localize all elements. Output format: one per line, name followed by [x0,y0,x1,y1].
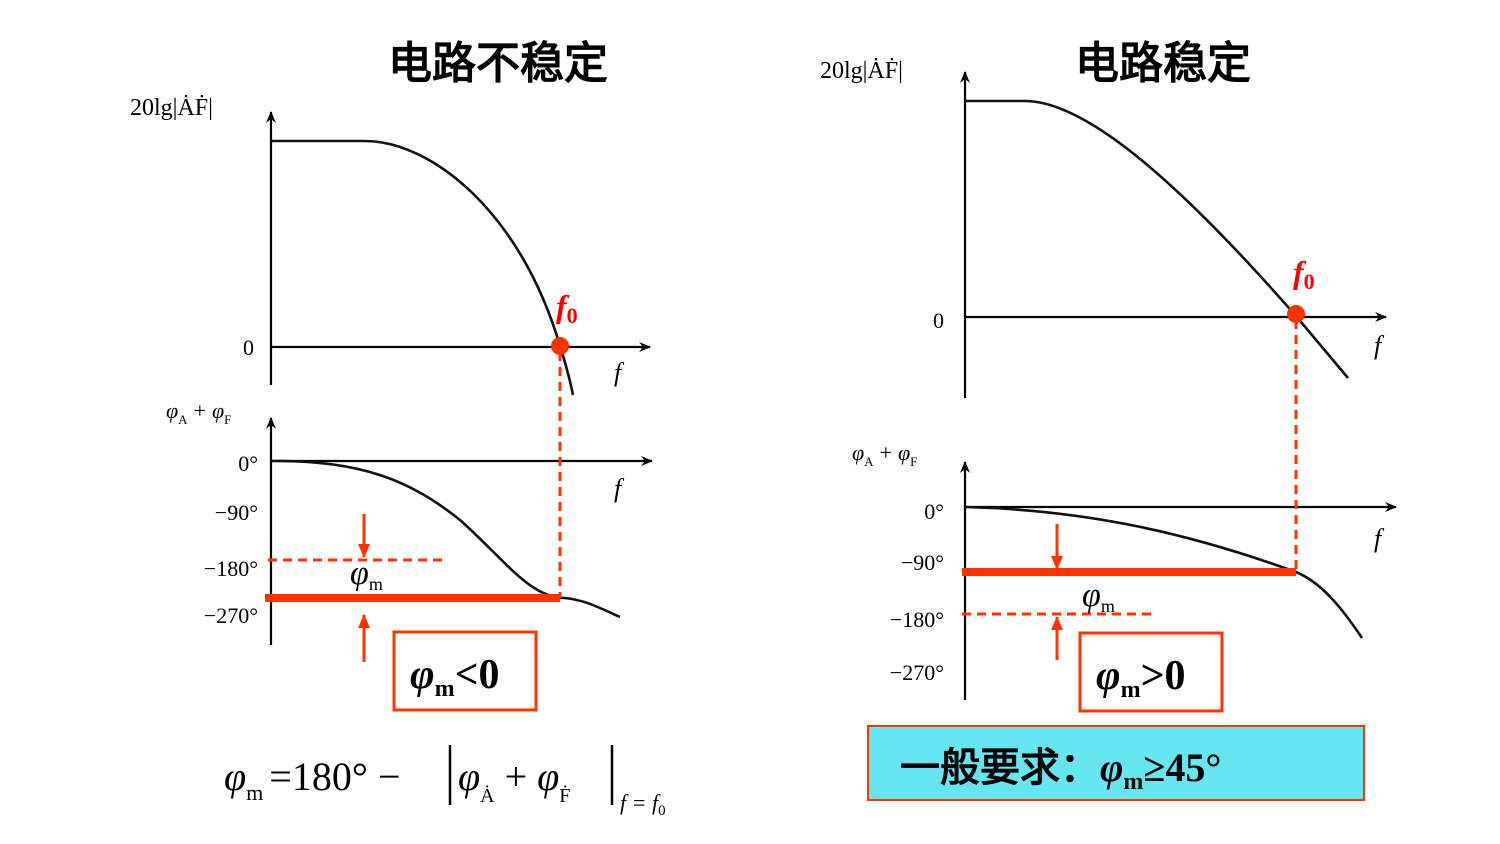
left-phase-ylabel: φA + φF [166,398,231,427]
right-diagram: 电路稳定 20lg|ȦḞ| 0 f f0 φA + φF f 0° −90° −18… [820,38,1397,713]
right-phase-f-label: f [1374,524,1385,553]
right-mag-f-label: f [1374,331,1385,360]
requirement-box: 一般要求：φm≥45° [867,725,1365,801]
right-phase-ylabel: φA + φF [852,440,917,469]
right-f0-point [1287,305,1305,323]
right-result-box-frame [1078,631,1224,713]
right-phase-plot: φA + φF f 0° −90° −180° −270° φm [852,320,1397,700]
formula-text: φm =180° − [224,754,400,805]
left-magnitude-curve [271,139,575,396]
left-phi-m-label: φm [350,555,383,594]
left-f0-point [551,337,569,355]
left-result-box: φm<0 [392,630,538,712]
left-phase-curve [270,459,621,619]
right-tick-0: 0° [924,499,944,524]
right-mag-zero-label: 0 [933,308,944,333]
formula-condition: f = f0 [620,790,666,819]
right-result-box: φm>0 [1078,631,1224,713]
left-tick-270: −270° [204,603,258,628]
left-result-text: φm<0 [410,652,500,702]
left-magnitude-plot: 20lg|ȦḞ| 0 f f0 [130,95,651,396]
right-tick-180: −180° [890,607,944,632]
left-mag-ylabel: 20lg|ȦḞ| [130,95,213,121]
formula-abs-content: φȦ + φḞ [458,754,570,807]
requirement-box-frame [867,725,1365,801]
right-phi-m-label: φm [1082,577,1115,616]
right-title: 电路稳定 [1075,38,1251,89]
right-result-text: φm>0 [1096,653,1186,703]
left-title: 电路不稳定 [388,38,608,89]
left-f0-label: f0 [556,288,578,328]
left-tick-90: −90° [215,500,258,525]
left-mag-zero-label: 0 [243,335,254,360]
right-magnitude-curve [965,99,1349,379]
requirement-text: 一般要求：φm≥45° [900,745,1221,795]
right-mag-ylabel: 20lg|ȦḞ| [820,58,903,84]
left-phase-plot: φA + φF f 0° −90° −180° −270° φm [166,352,653,662]
right-magnitude-plot: 20lg|ȦḞ| 0 f f0 [820,58,1387,398]
right-phase-curve [964,505,1364,639]
right-tick-90: −90° [901,550,944,575]
left-phase-f-label: f [614,474,625,503]
left-mag-f-label: f [614,358,625,387]
right-tick-270: −270° [890,660,944,685]
phase-margin-formula: φm =180° − φȦ + φḞ f = f0 [224,745,666,819]
left-result-box-frame [392,630,538,712]
left-tick-180: −180° [204,556,258,581]
left-tick-0: 0° [238,451,258,476]
right-f0-label: f0 [1293,254,1315,294]
left-diagram: 电路不稳定 20lg|ȦḞ| 0 f f0 φA + φF f 0° −90° −1… [130,38,653,712]
